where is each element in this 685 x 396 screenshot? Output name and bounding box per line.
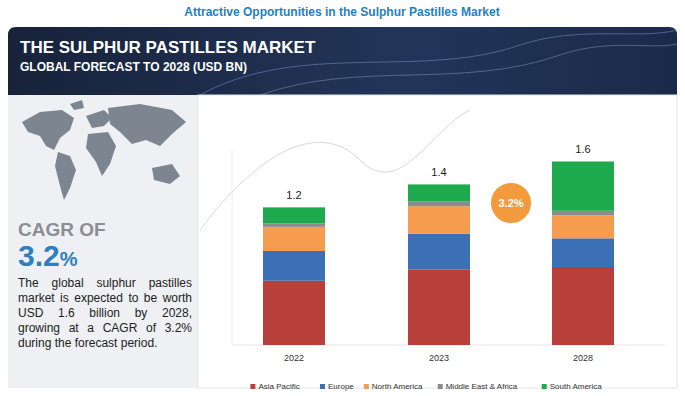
legend-swatch (542, 384, 547, 389)
bar-segment (552, 267, 614, 345)
map-africa (86, 132, 116, 176)
map-north-america (22, 110, 74, 150)
banner-wave (260, 44, 677, 95)
legend: Asia Pacific Europe North America Middle Ea… (250, 382, 602, 391)
y-axis-line (232, 150, 233, 345)
cagr-value: 3.2% (18, 239, 78, 272)
bar-segment (263, 251, 325, 281)
subtitle: GLOBAL FORECAST TO 2028 (USD BN) (20, 60, 247, 74)
map-australia (152, 164, 180, 184)
total-label: 1.2 (286, 189, 301, 201)
legend-label: Asia Pacific (258, 382, 299, 391)
bar-segment (552, 161, 614, 210)
title: THE SULPHUR PASTILLES MARKET (20, 38, 316, 57)
bar-segment (552, 238, 614, 267)
bars (263, 161, 614, 345)
total-label: 1.4 (431, 166, 446, 178)
cagr-bubble (490, 182, 532, 224)
legend-swatch (320, 384, 325, 389)
legend-swatch (250, 384, 255, 389)
map-asia (108, 104, 186, 146)
cagr-unit: % (60, 248, 78, 270)
world-map (22, 100, 186, 200)
bar-segment (408, 202, 470, 207)
bar-segment (552, 211, 614, 216)
legend-label: South America (550, 382, 603, 391)
map-south-america (55, 152, 76, 200)
cagr-title: CAGR OF (18, 219, 106, 240)
legend-label: North America (372, 382, 423, 391)
bar-segment (408, 234, 470, 270)
legend-label: Europe (328, 382, 354, 391)
map-europe (86, 110, 112, 128)
description: The global sulphur pastilles market is e… (18, 276, 192, 351)
bar-segment (263, 207, 325, 223)
bar-segment (552, 215, 614, 238)
total-label: 1.6 (575, 143, 590, 155)
legend-swatch (438, 384, 443, 389)
map-greenland (70, 100, 84, 110)
x-tick-label: 2028 (573, 353, 593, 363)
bar-segment (263, 223, 325, 226)
legend-label: Middle East & Africa (446, 382, 518, 391)
chart-panel (198, 95, 677, 388)
header: Attractive Opportunities in the Sulphur … (184, 5, 499, 19)
x-tick-label: 2023 (429, 353, 449, 363)
banner (8, 27, 677, 95)
bar-segment (408, 184, 470, 201)
bar-segment (408, 206, 470, 234)
annotation: 3.2% (498, 197, 523, 209)
x-tick-label: 2022 (284, 353, 304, 363)
cagr-number: 3.2 (18, 239, 60, 272)
legend-swatch (364, 384, 369, 389)
bar-segment (263, 227, 325, 251)
side-panel (8, 95, 198, 388)
bar-segment (263, 281, 325, 345)
bar-segment (408, 269, 470, 345)
